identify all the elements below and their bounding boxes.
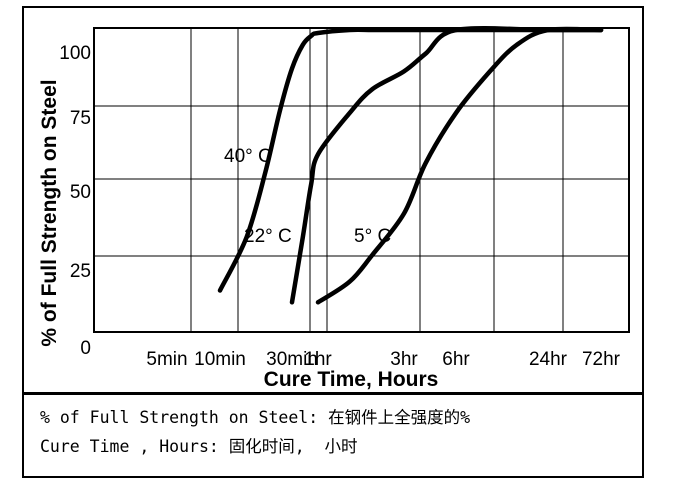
y-tick-label: 25	[70, 261, 91, 282]
x-tick-label: 5min	[146, 349, 187, 370]
x-tick-label: 30min	[266, 349, 318, 370]
caption-line-strength: % of Full Strength on Steel: 在钢件上全强度的%	[40, 408, 471, 427]
x-tick-label: 3hr	[390, 349, 418, 370]
x-tick-label: 1hr	[304, 349, 332, 370]
y-tick-label: 0	[80, 338, 91, 359]
y-tick-label: 75	[70, 108, 91, 129]
plot-area-border	[93, 27, 630, 333]
x-tick-label: 72hr	[582, 349, 621, 370]
series-label-3: 5° C	[354, 226, 391, 247]
y-tick-label: 50	[70, 182, 91, 203]
y-axis-title: % of Full Strength on Steel	[38, 79, 61, 346]
series-line-2	[289, 26, 604, 305]
y-tick-label: 100	[59, 43, 91, 64]
series-line-3	[315, 26, 604, 305]
caption-line-cure-time: Cure Time , Hours: 固化时间, 小时	[40, 437, 358, 456]
series-label-1: 40° C	[224, 146, 272, 167]
x-axis-title: Cure Time, Hours	[264, 368, 439, 391]
chart-frame: 0 25 50 75 100 5min 10min 30min 1hr 3hr 6hr 24hr 72…	[22, 6, 644, 394]
x-tick-label: 10min	[194, 349, 246, 370]
x-tick-label: 6hr	[442, 349, 470, 370]
series-label-2: 22° C	[244, 226, 292, 247]
caption-box: % of Full Strength on Steel: 在钢件上全强度的% C…	[22, 393, 644, 478]
x-tick-label: 24hr	[529, 349, 568, 370]
